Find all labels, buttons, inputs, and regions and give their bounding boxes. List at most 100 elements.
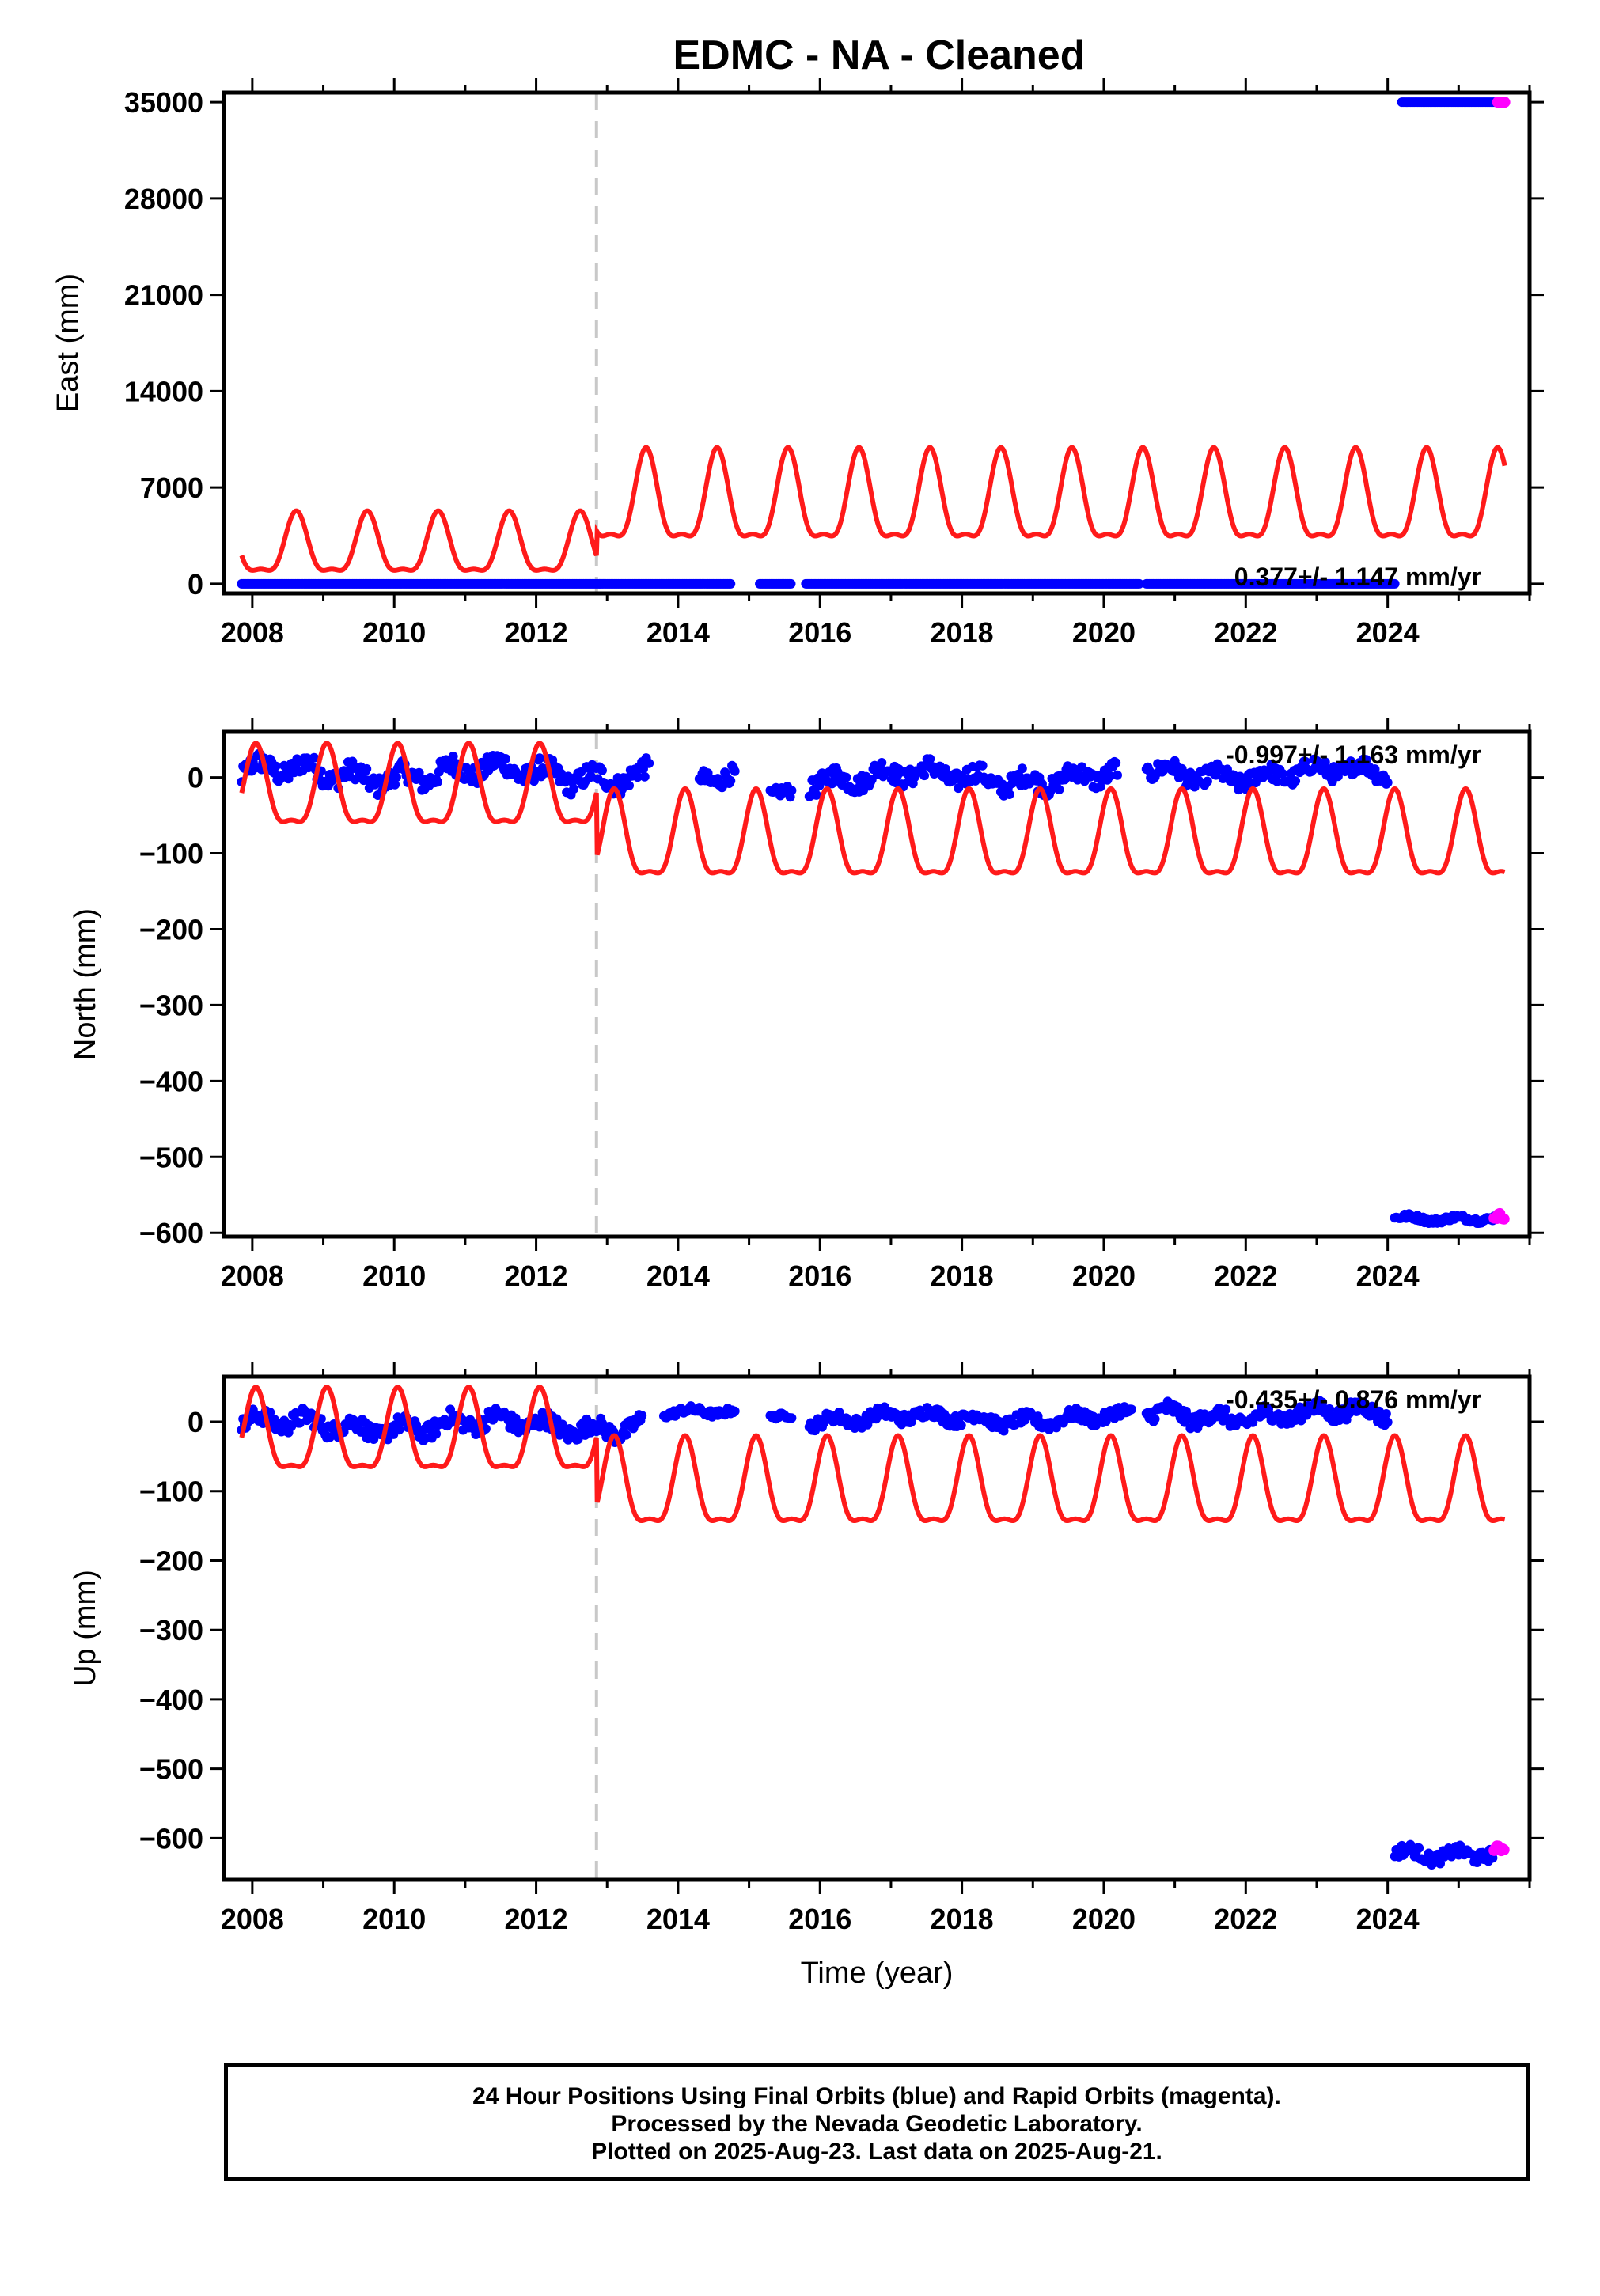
data-point [1126, 1404, 1136, 1415]
data-point [1105, 771, 1116, 781]
y-tick-label: −600 [139, 1822, 203, 1855]
data-point [787, 786, 797, 796]
y-tick-label: −500 [139, 1141, 203, 1173]
data-point [586, 771, 596, 781]
data-point [391, 772, 401, 782]
x-tick-label: 2018 [931, 1903, 994, 1935]
north-panel: 2008 2010 2012 2014 2016 2018 2020 2022 2024 0 −10… [69, 718, 1544, 1292]
data-point [1333, 771, 1343, 782]
data-point [786, 578, 796, 589]
observed-points [237, 97, 1511, 589]
data-point [569, 784, 579, 794]
data-point [1291, 776, 1301, 786]
x-tick-label: 2024 [1356, 1903, 1420, 1935]
data-point [1144, 766, 1155, 776]
data-point [1382, 778, 1393, 788]
data-point [787, 1413, 797, 1423]
data-point [1414, 1843, 1424, 1853]
x-tick-label: 2024 [1356, 1260, 1420, 1292]
model-curve [239, 445, 1507, 573]
data-point [1221, 1404, 1231, 1415]
x-tick-label: 2022 [1214, 1260, 1277, 1292]
data-point [925, 754, 935, 764]
data-point [432, 777, 442, 787]
data-point [624, 780, 635, 790]
plot-frame [222, 1374, 1532, 1882]
data-point [999, 1426, 1009, 1436]
model-curve [239, 1385, 1506, 1523]
y-tick-label: −100 [139, 838, 203, 870]
x-tick-label: 2018 [931, 1260, 994, 1292]
data-point [1390, 578, 1400, 589]
x-tick-label: 2010 [362, 616, 426, 649]
plot-frame [222, 90, 1532, 596]
data-point [431, 1429, 442, 1439]
y-tick-label: 21000 [124, 279, 203, 312]
data-point [529, 776, 539, 786]
data-point [977, 760, 988, 771]
up-panel: 2008 2010 2012 2014 2016 2018 2020 2022 2024 0 −10… [69, 1362, 1544, 1990]
data-point [877, 758, 887, 768]
rate-annotation: -0.435+/- 0.876 mm/yr [1226, 1385, 1481, 1414]
data-point [726, 775, 736, 786]
data-point [390, 779, 400, 790]
data-point [1111, 758, 1121, 768]
data-point [1300, 756, 1310, 767]
y-tick-label: −500 [139, 1753, 203, 1786]
data-point [309, 752, 319, 763]
data-point [1370, 764, 1380, 775]
data-point [1361, 755, 1371, 765]
y-tick-label: −200 [139, 1544, 203, 1577]
data-point [1112, 770, 1122, 780]
data-point [369, 1434, 379, 1444]
x-tick-label: 2012 [505, 616, 568, 649]
data-point [644, 758, 654, 768]
page-title: EDMC - NA - Cleaned [673, 32, 1086, 78]
data-point [394, 1425, 404, 1435]
east-panel: 2008 2010 2012 2014 2016 2018 2020 2022 2024 0 700… [51, 78, 1544, 649]
y-tick-label: 7000 [140, 472, 203, 504]
y-axis-label: East (mm) [51, 274, 85, 412]
data-point [1054, 784, 1064, 794]
y-tick-label: −400 [139, 1065, 203, 1097]
data-point [1150, 1414, 1160, 1424]
data-point [1381, 1408, 1391, 1419]
plot-frame [222, 729, 1532, 1239]
data-point [1004, 789, 1014, 799]
x-tick-label: 2020 [1072, 616, 1136, 649]
y-axis-label: North (mm) [69, 908, 102, 1060]
data-point [956, 1420, 966, 1430]
x-tick-label: 2012 [505, 1903, 568, 1935]
x-tick-label: 2008 [221, 1260, 284, 1292]
rate-annotation: -0.997+/- 1.163 mm/yr [1226, 741, 1481, 769]
y-tick-label: 35000 [124, 86, 203, 119]
x-tick-label: 2014 [646, 1260, 710, 1292]
data-point [1277, 768, 1287, 779]
data-point [637, 1411, 647, 1421]
x-tick-label: 2014 [646, 616, 710, 649]
data-point [1318, 1397, 1328, 1408]
x-axis-label: Time (year) [801, 1957, 954, 1990]
y-tick-label: −200 [139, 913, 203, 945]
x-tick-label: 2008 [221, 616, 284, 649]
data-point [301, 753, 312, 763]
data-point [919, 771, 930, 781]
x-tick-label: 2014 [646, 1903, 710, 1935]
x-tick-label: 2018 [931, 616, 994, 649]
data-point [1359, 1397, 1369, 1408]
plots-canvas: 2008 2010 2012 2014 2016 2018 2020 2022 2024 0 700… [51, 78, 1544, 1990]
data-point [730, 766, 740, 776]
x-tick-label: 2016 [788, 1903, 851, 1935]
data-point [841, 772, 851, 782]
y-tick-label: −100 [139, 1476, 203, 1508]
y-tick-label: 0 [188, 1406, 203, 1438]
data-point [1134, 578, 1144, 589]
y-tick-label: −300 [139, 1614, 203, 1646]
data-point [1272, 776, 1282, 786]
data-point [1472, 1857, 1482, 1867]
x-tick-label: 2010 [362, 1260, 426, 1292]
x-tick-label: 2010 [362, 1903, 426, 1935]
footer-line-1: 24 Hour Positions Using Final Orbits (bl… [472, 2083, 1281, 2109]
data-point [271, 761, 281, 771]
x-tick-label: 2012 [505, 1260, 568, 1292]
